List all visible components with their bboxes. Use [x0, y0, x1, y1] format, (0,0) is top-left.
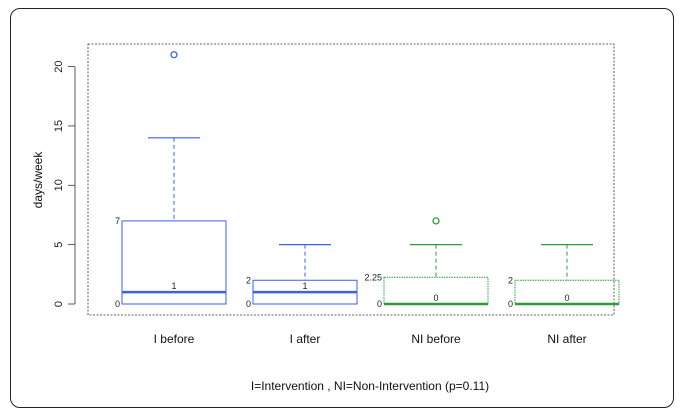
box-group: 0 2.25 0 — [364, 217, 489, 309]
box-group: 0 7 1 — [115, 51, 227, 309]
x-category-label: NI after — [547, 332, 586, 346]
y-axis: 0 5 10 15 20 — [53, 60, 76, 307]
y-tick-label: 20 — [53, 60, 65, 72]
box-group: 0 2 1 — [246, 244, 358, 309]
plot-area — [87, 43, 615, 316]
q3-label: 2 — [246, 275, 251, 285]
q1-label: 0 — [508, 299, 513, 309]
x-category-label: I after — [290, 332, 321, 346]
box-group: 0 2 0 — [508, 244, 620, 309]
q1-label: 0 — [377, 299, 382, 309]
q3-label: 7 — [115, 216, 120, 226]
y-tick-label: 15 — [53, 120, 65, 132]
x-category-label: NI before — [411, 332, 461, 346]
median-label: 0 — [564, 293, 569, 303]
boxes: 0 7 1 0 2 1 0 2.25 0 0 2 0 — [115, 51, 620, 309]
box-rect — [514, 279, 620, 305]
q1-label: 0 — [246, 299, 251, 309]
q3-label: 2.25 — [364, 272, 382, 282]
y-tick-label: 5 — [53, 242, 65, 248]
outlier-point — [170, 51, 178, 59]
q3-label: 2 — [508, 275, 513, 285]
median-label: 1 — [171, 281, 176, 291]
figure-frame — [10, 8, 674, 408]
y-tick-label: 10 — [53, 179, 65, 191]
q1-label: 0 — [115, 299, 120, 309]
x-category-label: I before — [154, 332, 195, 346]
box-rect — [121, 220, 227, 305]
y-axis-label: days/week — [31, 151, 45, 209]
x-axis-label: I=Intervention , NI=Non-Intervention (p=… — [251, 379, 489, 393]
median-label: 0 — [433, 293, 438, 303]
outlier-point — [432, 217, 440, 225]
x-axis-categories: I before I after NI before NI after — [154, 332, 587, 346]
y-tick-label: 0 — [53, 301, 65, 307]
median-label: 1 — [302, 281, 307, 291]
